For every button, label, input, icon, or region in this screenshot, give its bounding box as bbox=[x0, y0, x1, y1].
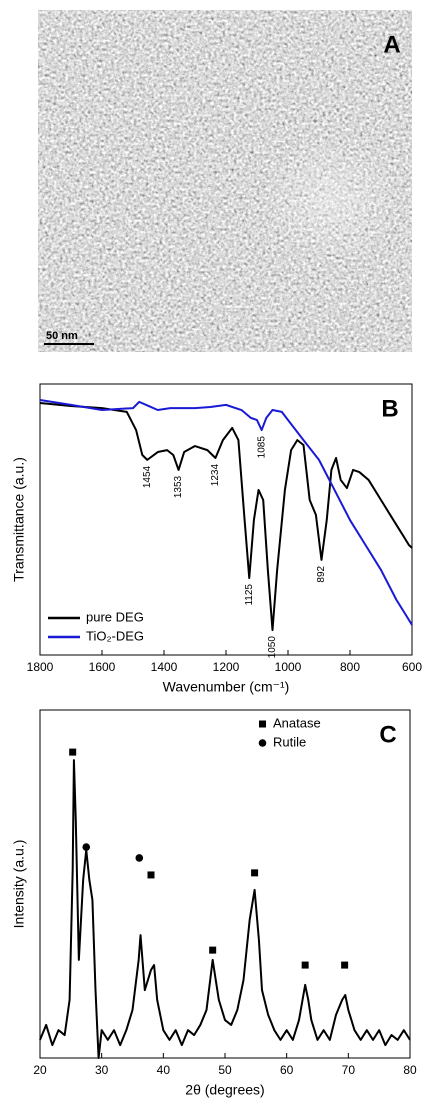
y-axis-label: Transmittance (a.u.) bbox=[11, 457, 27, 582]
scale-bar-label: 50 nm bbox=[46, 330, 78, 342]
peak-label: 1353 bbox=[173, 475, 184, 498]
x-tick-label: 80 bbox=[403, 1063, 417, 1077]
x-tick-label: 800 bbox=[340, 660, 360, 674]
x-tick-label: 50 bbox=[218, 1063, 232, 1077]
panel-label: B bbox=[381, 395, 398, 422]
image-highlight bbox=[260, 135, 400, 265]
x-tick-label: 30 bbox=[95, 1063, 109, 1077]
marker-square bbox=[209, 946, 217, 954]
peak-label: 1454 bbox=[142, 465, 153, 488]
peak-label: 1085 bbox=[256, 436, 267, 459]
x-tick-label: 600 bbox=[402, 660, 422, 674]
scale-bar bbox=[44, 343, 94, 345]
peak-label: 892 bbox=[316, 565, 327, 582]
peak-label: 1050 bbox=[267, 636, 278, 659]
marker-square bbox=[341, 961, 349, 969]
chart-panel: 1800 1600 1400 1200 1000 800 600 Wavenumber (cm… bbox=[11, 383, 422, 695]
x-tick-label: 1400 bbox=[151, 660, 178, 674]
y-axis-label: Intensity (a.u.) bbox=[11, 840, 27, 929]
peak-label: 1125 bbox=[244, 584, 255, 606]
tem-image-panel: 50 nm A bbox=[38, 10, 412, 352]
series-line bbox=[39, 401, 413, 632]
peak-label: 1234 bbox=[210, 464, 221, 487]
marker-circle bbox=[82, 843, 91, 851]
legend-label: Rutile bbox=[273, 734, 306, 749]
chart-panel: 20 30 40 50 60 70 80 2θ (degrees) Intensity (a.u… bbox=[11, 709, 417, 1098]
x-tick-label: 20 bbox=[33, 1063, 47, 1077]
marker-square bbox=[251, 869, 259, 877]
x-tick-label: 1200 bbox=[213, 660, 240, 674]
marker-square bbox=[301, 961, 309, 969]
x-axis-label: Wavenumber (cm⁻¹) bbox=[163, 679, 290, 695]
marker-square bbox=[147, 871, 155, 879]
x-tick-label: 60 bbox=[280, 1063, 294, 1077]
legend-marker bbox=[258, 739, 267, 747]
legend-label: pure DEG bbox=[86, 609, 144, 624]
x-tick-label: 1800 bbox=[27, 660, 54, 674]
panel-label: C bbox=[379, 721, 396, 748]
series-line bbox=[39, 399, 413, 626]
legend-label: Anatase bbox=[273, 715, 321, 730]
x-axis-label: 2θ (degrees) bbox=[185, 1082, 264, 1098]
legend-marker bbox=[259, 720, 266, 728]
marker-square bbox=[69, 748, 77, 756]
x-tick-label: 1000 bbox=[275, 660, 302, 674]
legend-label: TiO₂-DEG bbox=[86, 628, 144, 643]
series-line bbox=[39, 759, 411, 1059]
x-tick-label: 1600 bbox=[89, 660, 116, 674]
marker-circle bbox=[135, 854, 144, 862]
x-tick-label: 40 bbox=[157, 1063, 171, 1077]
panel-label: A bbox=[383, 31, 400, 58]
x-tick-label: 70 bbox=[342, 1063, 356, 1077]
